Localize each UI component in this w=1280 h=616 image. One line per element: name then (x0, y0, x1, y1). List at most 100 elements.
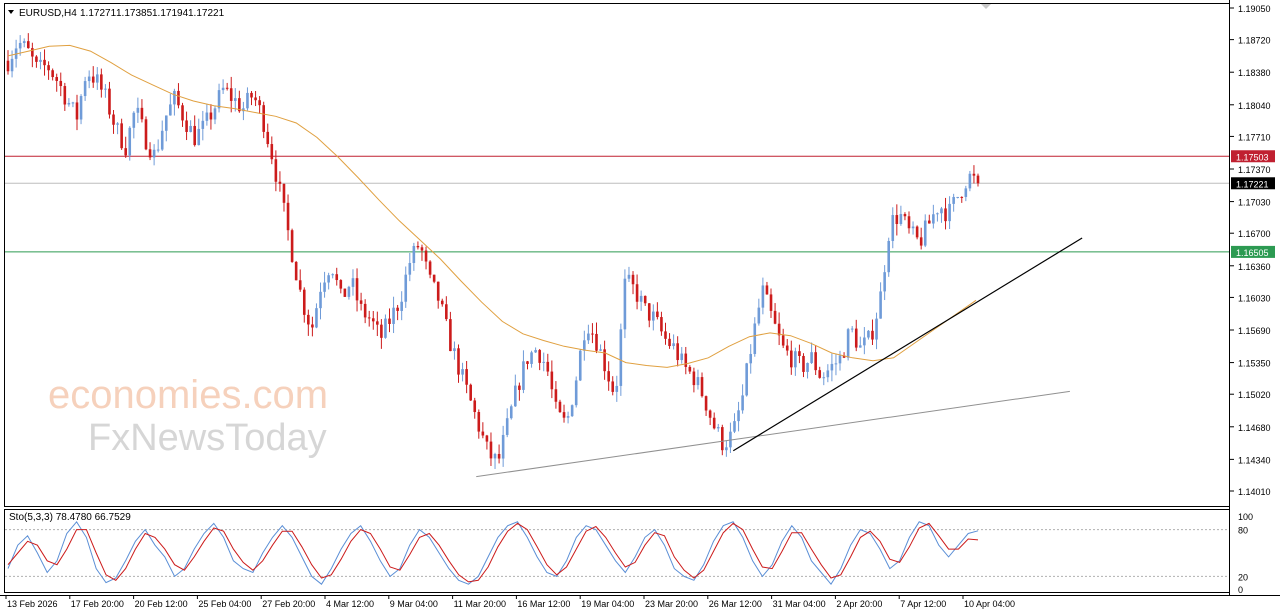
candle-bull (351, 278, 355, 287)
time-tick-label: 16 Mar 12:00 (517, 599, 570, 609)
ohlc-open: 1.17271 (80, 8, 117, 19)
candle-bull (18, 42, 22, 49)
candle-bear (603, 349, 606, 372)
candle-bull (615, 385, 619, 392)
candle-bull (514, 385, 517, 407)
candle-bull (964, 188, 968, 197)
candle-bull (530, 352, 533, 364)
candle-bull (319, 291, 322, 309)
candle-bull (331, 274, 334, 276)
candle-bear (363, 303, 367, 318)
candle-bull (745, 363, 748, 396)
candle-bull (10, 58, 14, 72)
candle-bull (725, 447, 728, 451)
candle-bull (404, 274, 408, 302)
candle-bear (311, 324, 314, 328)
candle-bear (818, 370, 822, 378)
price-tick-label: 1.18040 (1238, 101, 1271, 111)
stochastic-plot-frame (4, 509, 1230, 593)
trendlines[interactable] (476, 237, 1083, 478)
candle-bull (806, 363, 809, 372)
candle-bull (574, 380, 578, 406)
watermark-economies: economies.com (48, 373, 328, 417)
candle-bull (67, 102, 71, 105)
stoch-tick-label: 100 (1238, 512, 1253, 522)
price-tick-label: 1.14010 (1238, 487, 1271, 497)
candle-bear (647, 303, 651, 321)
symbol-dropdown-icon[interactable] (8, 10, 14, 14)
candle-bear (181, 105, 184, 121)
candle-bear (700, 377, 704, 397)
candle-bull (891, 215, 895, 241)
stoch-line (7, 522, 979, 583)
price-tick-label: 1.15020 (1238, 390, 1271, 400)
candle-bull (846, 329, 850, 358)
candle-bull (315, 308, 318, 328)
candle-bear (371, 318, 375, 322)
candle-bull (899, 214, 903, 225)
candle-bear (526, 361, 529, 364)
candle-bear (684, 353, 688, 367)
candle-bull (160, 130, 164, 150)
candle-bull (83, 81, 87, 97)
candle-bear (976, 175, 980, 184)
candle-bull (883, 272, 886, 292)
candle-bull (761, 285, 765, 308)
candle-bull (911, 226, 915, 229)
candle-bull (156, 149, 160, 151)
candle-bull (968, 173, 972, 189)
shift-marker-icon[interactable] (981, 4, 991, 9)
candle-bull (794, 351, 797, 368)
candle-bull (834, 363, 838, 365)
candle-bear (960, 196, 964, 198)
price-tick-label: 1.17030 (1238, 198, 1271, 208)
price-tick-label: 1.15690 (1238, 326, 1271, 336)
horizontal-levels[interactable]: 1.17503 1.17221 1.16505 (5, 150, 1275, 258)
candle-bear (298, 280, 302, 290)
watermark-fxnewstoday: FxNewsToday (88, 417, 327, 459)
candle-bear (270, 144, 274, 160)
candle-bull (116, 123, 119, 125)
candle-bear (668, 338, 671, 347)
candle-bull (940, 208, 943, 214)
candle-bull (587, 333, 590, 341)
price-tick-label: 1.19050 (1238, 4, 1271, 14)
candle-bull (932, 214, 935, 224)
candle-bull (652, 311, 655, 321)
candle-bear (773, 310, 777, 324)
time-tick-label: 13 Feb 2026 (7, 599, 58, 609)
candle-bull (733, 421, 736, 432)
time-tick-label: 10 Apr 04:00 (964, 599, 1015, 609)
candle-bull (87, 76, 91, 82)
candle-bear (229, 88, 233, 101)
candle-bear (538, 350, 541, 363)
candle-bull (716, 427, 720, 429)
candle-bear (6, 60, 10, 72)
candle-bull (534, 350, 537, 353)
candle-bear (802, 355, 805, 372)
candle-bear (481, 431, 485, 436)
candle-bear (31, 48, 34, 57)
candle-bear (335, 274, 339, 281)
candle-bear (108, 88, 111, 115)
candle-bear (55, 77, 59, 81)
candle-bear (339, 280, 343, 289)
candle-bull (173, 90, 176, 105)
candle-bull (79, 96, 83, 120)
candle-bear (193, 125, 196, 146)
candle-bull (71, 102, 75, 104)
candle-bull (879, 291, 882, 319)
main-plot-frame (4, 3, 1230, 507)
candle-bear (708, 410, 712, 418)
candle-bear (185, 120, 188, 132)
candle-bear (388, 318, 391, 324)
candle-bear (927, 220, 931, 224)
candle-bear (148, 149, 152, 158)
price-tick-label: 1.15350 (1238, 359, 1271, 369)
candle-bull (408, 262, 412, 275)
trendline-black (732, 237, 1083, 452)
level-badge-support (1231, 245, 1275, 258)
candle-bear (554, 389, 558, 402)
price-tick-label: 1.17370 (1238, 165, 1271, 175)
